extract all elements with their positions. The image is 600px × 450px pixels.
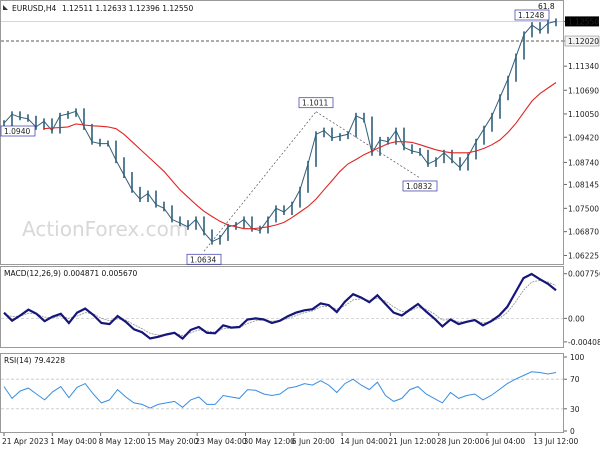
moving-average-line [43,82,557,230]
price-tick-label: 1.12550 [568,17,599,26]
date-tick-label: 23 May 04:00 [195,437,247,446]
chart-header: EURUSD,H4 1.12511 1.12633 1.12396 1.1255… [3,2,555,13]
price-tick-label: 1.07500 [568,204,599,213]
fib-level-label: 61.8 [538,2,555,11]
price-tick-label: 1.12020 [568,37,599,46]
macd-tick-label: 0.00 [568,314,585,323]
rsi-tick-label: 30 [570,405,580,414]
last-price-tag [565,16,599,27]
macd-panel-frame [0,266,564,348]
rsi-tick-label: 70 [570,375,580,384]
ohlc-values: 1.12511 1.12633 1.12396 1.12550 [62,4,193,13]
price-annotation-label: 1.1011 [302,99,328,108]
rsi-tick-label: 100 [570,353,585,362]
price-annotation-box [402,180,438,192]
rsi-title: RSI(14) 79.4228 [4,356,65,365]
price-annotation-box [514,9,550,21]
date-tick-label: 30 May 12:00 [244,437,296,446]
rsi-panel: 100 70 30 0 [1,353,585,436]
price-annotation-box [298,97,334,109]
price-tick-label: 1.08145 [568,180,599,189]
macd-title: MACD(12,26,9) 0.004871 0.005670 [4,269,138,278]
price-tick-label: 1.10050 [568,110,599,119]
date-tick-label: 28 Jun 20:00 [437,437,485,446]
date-tick-label: 13 Jul 12:00 [533,437,578,446]
price-panel-frame [0,0,564,265]
date-tick-label: 21 Jun 12:00 [388,437,436,446]
price-tick-label: 1.06225 [568,252,599,261]
macd-tick-label: -0.004086 [568,338,600,347]
macd-panel: 0.007756 0.00 -0.004086 [1,270,600,347]
swing-line [203,111,317,252]
price-tick-label: 1.09420 [568,133,599,142]
price-tick-label: 1.11340 [568,62,599,71]
date-axis: 21 Apr 2023 1 May 04:00 8 May 12:00 15 May … [2,433,579,446]
date-tick-label: 8 May 12:00 [99,437,146,446]
macd-main-line [3,272,557,340]
collapse-triangle-icon [3,5,8,10]
price-tick-label: 1.10690 [568,86,599,95]
macd-tick-label: 0.007756 [568,270,600,279]
date-tick-label: 6 Jun 20:00 [292,437,335,446]
date-tick-label: 14 Jun 04:00 [340,437,388,446]
date-tick-label: 15 May 20:00 [147,437,199,446]
price-series [3,18,557,245]
price-annotation-label: 1.0940 [4,127,30,136]
price-annotation-box [186,253,222,265]
date-tick-label: 6 Jul 04:00 [485,437,525,446]
price-tick-label: 1.08740 [568,158,599,167]
price-line [3,20,557,243]
price-annotation-box [0,125,36,137]
date-tick-label: 1 May 04:00 [50,437,97,446]
price-annotation-label: 1.0832 [406,182,432,191]
watermark: ActionForex.com [22,217,188,241]
rsi-line [3,371,557,409]
price-tick-label: 1.06870 [568,228,599,237]
price-annotations: 1.0940 1.0634 1.1011 1.0832 1.1248 [0,9,550,265]
swing-line [315,111,421,179]
rsi-tick-label: 0 [570,427,575,436]
price-annotation-label: 1.1248 [518,11,544,20]
symbol-label: EURUSD,H4 [12,4,56,13]
price-annotation-label: 1.0634 [190,255,216,264]
date-tick-label: 21 Apr 2023 [2,437,49,446]
price-axis: 1.12550 1.12020 1.11340 1.10690 1.10050 1.094… [1,16,600,261]
rsi-panel-frame [0,353,564,433]
level-tag [564,35,600,47]
